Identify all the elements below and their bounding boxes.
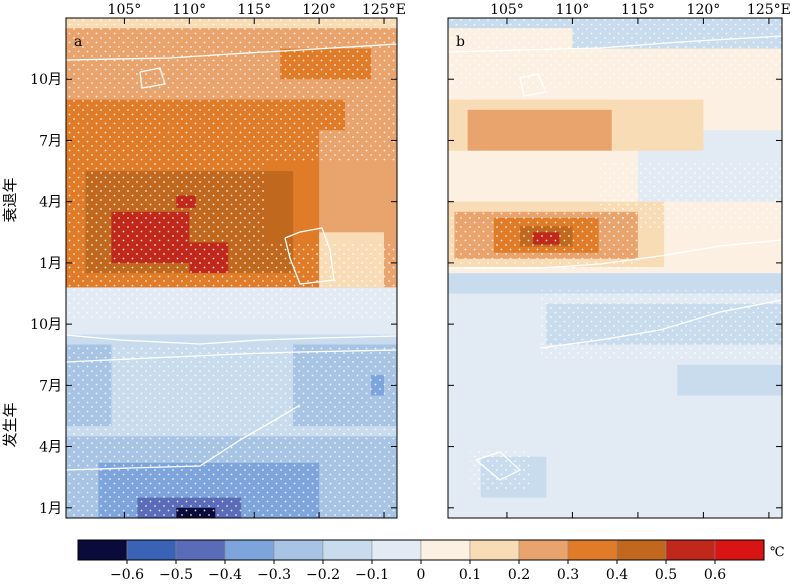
y-tick-label: 10月 [30,72,62,88]
colorbar-tick-label: −0.6 [110,567,144,583]
colorbar-tick-label: 0 [417,567,426,583]
colorbar-swatch [175,539,226,561]
colorbar-swatch [322,539,373,561]
colorbar-swatch [567,539,618,561]
colorbar-tick-label: 0.3 [557,567,579,583]
x-tick-label: 125°E [747,2,791,18]
y-tick-label: 4月 [39,440,62,456]
x-tick-label: 120° [687,2,721,18]
x-tick-label: 105° [490,2,524,18]
colorbar-tick-label: 0.6 [704,567,726,583]
y-tick-label: 4月 [39,195,62,211]
colorbar-swatch [518,539,569,561]
panel-a-significance-stipple [66,18,397,518]
panel-a-y-ticks: 1月 4月 7月 10月 1月 4月 7月 10月 [30,72,397,517]
x-tick-label: 120° [302,2,336,18]
colorbar-tick-label: 0.5 [655,567,677,583]
panel-b-significance-contour [448,35,782,481]
x-tick-label: 105° [108,2,142,18]
panel-b-cell-7 [677,364,782,396]
colorbar-tick-label: −0.1 [355,567,389,583]
colorbar-tick-label: 0.2 [508,567,530,583]
y-tick-label: 1月 [39,256,62,272]
colorbar-swatch [665,539,716,561]
colorbar-tick-label: 0.4 [606,567,628,583]
colorbar-tick-label: −0.3 [257,567,291,583]
colorbar-swatch [273,539,324,561]
y-tick-label: 7月 [39,378,62,394]
x-tick-label: 110° [172,2,206,18]
panel-b-significance-stipple [448,18,782,490]
colorbar-swatch [224,539,275,561]
colorbar-unit: ℃ [770,545,785,560]
y-group-label-upper: 衰退年 [1,177,19,222]
x-tick-label: 115° [237,2,271,18]
y-tick-label: 7月 [39,133,62,149]
y-group-label-lower: 发生年 [1,402,19,447]
panel-b-label: b [456,34,465,50]
panel-b-cell-10 [467,109,612,151]
colorbar-swatch [469,539,520,561]
panel-a-x-ticks: 105° 110° 115° 120° 125°E [108,2,406,518]
colorbar-swatch [420,539,471,561]
colorbar-tick-label: −0.2 [306,567,340,583]
colorbar-tick-label: 0.1 [459,567,481,583]
panel-b: 105° 110° 115° 120° 125°E b [447,2,791,519]
x-tick-label: 110° [556,2,590,18]
panel-a-significance-contour [66,43,397,471]
panel-a: 105° 110° 115° 120° 125°E 1月 4月 7月 10月 1月 4月 7月 10月… [30,2,406,519]
panel-b-cell-1 [448,273,782,294]
colorbar: −0.6 −0.5 −0.4 −0.3 −0.2 −0.1 0 0.1 0.2 0.3 0.4 0.5… [77,539,765,583]
y-tick-label: 1月 [39,501,62,517]
colorbar-swatch [371,539,422,561]
y-tick-label: 10月 [30,317,62,333]
colorbar-swatch [616,539,667,561]
panel-a-label: a [74,34,82,50]
x-tick-label: 115° [621,2,655,18]
colorbar-swatch [714,539,765,561]
panel-b-x-ticks: 105° 110° 115° 120° 125°E [490,2,791,518]
colorbar-swatch [77,539,128,561]
x-tick-label: 125°E [362,2,406,18]
colorbar-tick-label: −0.5 [159,567,193,583]
colorbar-swatch [126,539,177,561]
panel-b-y-ticks [448,78,782,509]
colorbar-tick-label: −0.4 [208,567,242,583]
